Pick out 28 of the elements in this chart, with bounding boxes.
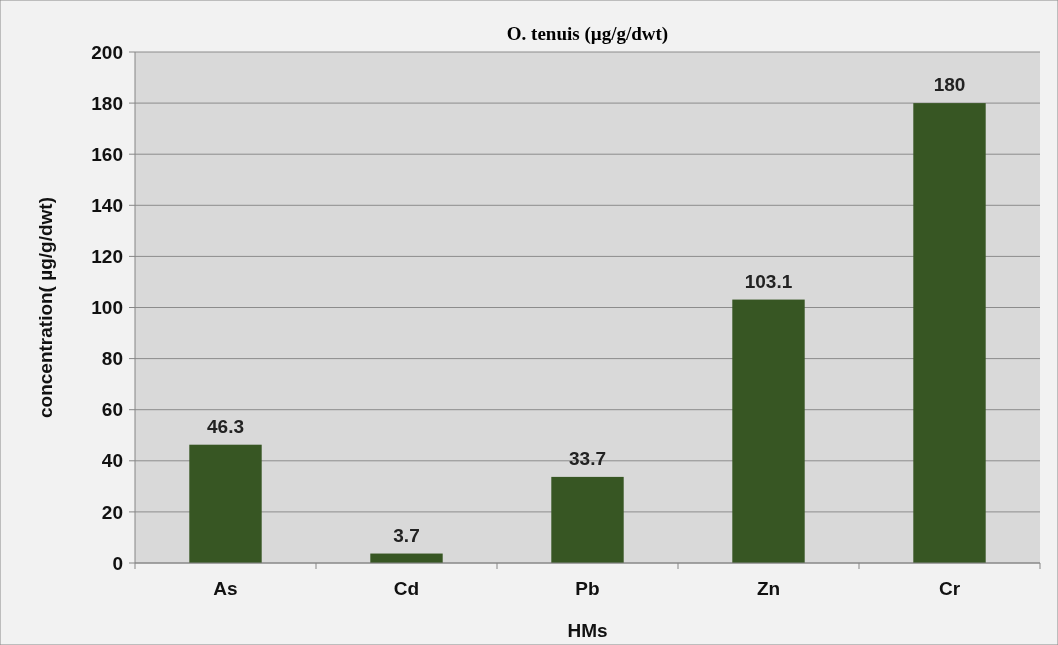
bar bbox=[551, 476, 624, 563]
x-tick-label: Pb bbox=[575, 578, 600, 599]
y-tick-label: 80 bbox=[101, 348, 123, 370]
y-tick-label: 20 bbox=[101, 501, 123, 523]
data-label: 3.7 bbox=[393, 524, 420, 546]
x-tick-label: Zn bbox=[756, 578, 781, 599]
y-tick-label: 140 bbox=[91, 194, 123, 216]
y-tick-label: 60 bbox=[101, 399, 123, 421]
y-tick-label: 120 bbox=[91, 246, 123, 268]
y-tick-label: 180 bbox=[91, 92, 123, 114]
data-label: 103.1 bbox=[744, 270, 793, 292]
x-tick-label: Cr bbox=[938, 578, 961, 599]
data-label: 33.7 bbox=[569, 447, 606, 469]
bar bbox=[732, 299, 805, 563]
x-axis-title: HMs bbox=[567, 620, 608, 641]
y-tick-label: 100 bbox=[91, 297, 123, 319]
x-tick-label: Cd bbox=[393, 578, 420, 599]
y-axis-title: concentration( µg/g/dwt) bbox=[35, 197, 56, 418]
y-tick-label: 0 bbox=[112, 552, 123, 574]
bar bbox=[189, 444, 262, 563]
y-tick-label: 40 bbox=[101, 450, 123, 472]
data-label: 180 bbox=[933, 74, 966, 96]
y-tick-label: 160 bbox=[91, 143, 123, 165]
y-tick-label: 200 bbox=[91, 41, 123, 63]
x-tick-label: As bbox=[213, 578, 238, 599]
chart-title: O. tenuis (µg/g/dwt) bbox=[506, 23, 669, 45]
data-label: 46.3 bbox=[207, 415, 244, 437]
bar bbox=[913, 103, 986, 563]
